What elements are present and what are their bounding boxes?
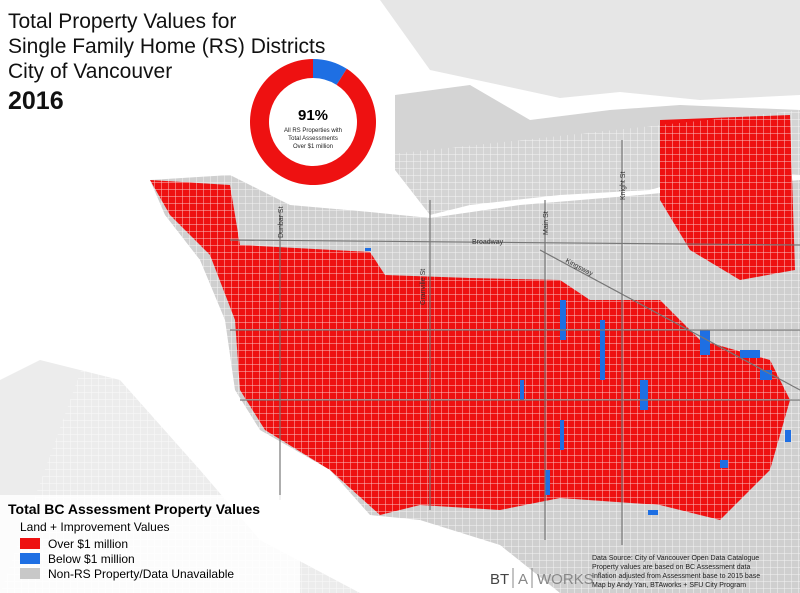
rs-below-area bbox=[700, 330, 710, 355]
rs-below-area bbox=[560, 420, 564, 450]
logo-part: A bbox=[518, 571, 528, 588]
arterials bbox=[229, 140, 800, 545]
legend-label: Non-RS Property/Data Unavailable bbox=[48, 567, 234, 581]
rs-below-area bbox=[785, 430, 791, 442]
legend-swatch bbox=[20, 538, 40, 549]
source-line: Data Source: City of Vancouver Open Data… bbox=[592, 555, 759, 562]
street-grid bbox=[0, 110, 800, 593]
donut-segment bbox=[250, 59, 376, 186]
rs-below-area bbox=[740, 350, 760, 358]
source-line: Map by Andy Yan, BTAworks + SFU City Pro… bbox=[592, 582, 746, 589]
street-label: Main St bbox=[543, 211, 550, 235]
rs-below-area bbox=[365, 248, 371, 251]
title-line: City of Vancouver bbox=[8, 60, 172, 83]
rs-below-area bbox=[640, 380, 648, 410]
donut-note: Total Assessments bbox=[288, 136, 338, 142]
donut-center-label: 91% bbox=[298, 107, 328, 124]
source-line: Property values are based on BC Assessme… bbox=[592, 564, 750, 571]
rs-below-area bbox=[600, 320, 605, 380]
title-line: Single Family Home (RS) Districts bbox=[8, 35, 325, 58]
street-label: Dunbar St bbox=[278, 206, 285, 238]
title-line: Total Property Values for bbox=[8, 10, 236, 33]
legend-title: Total BC Assessment Property Values bbox=[8, 501, 260, 517]
logo-part: WORKS bbox=[537, 571, 594, 588]
donut-note: All RS Properties with bbox=[284, 128, 342, 134]
rs-below-area bbox=[648, 510, 658, 515]
legend-swatch bbox=[20, 553, 40, 564]
street-label: Knight St bbox=[620, 172, 627, 200]
rs-below-area bbox=[520, 380, 524, 400]
rs-below-area bbox=[760, 370, 772, 380]
legend-label: Below $1 million bbox=[48, 552, 135, 566]
north-shore bbox=[380, 0, 800, 100]
donut-note: Over $1 million bbox=[293, 144, 333, 150]
source-line: Inflation adjusted from Assessment base … bbox=[592, 573, 760, 580]
rs-below-area bbox=[560, 300, 566, 340]
street-label: Broadway bbox=[472, 239, 504, 246]
legend-swatch bbox=[20, 568, 40, 579]
year: 2016 bbox=[8, 87, 64, 115]
rs-below-areas bbox=[365, 248, 791, 515]
legend-background bbox=[0, 495, 300, 593]
logo-part: BT bbox=[490, 571, 509, 588]
rs-below-area bbox=[720, 460, 728, 468]
legend-subtitle: Land + Improvement Values bbox=[20, 520, 170, 534]
donut bbox=[250, 59, 376, 186]
rs-below-area bbox=[545, 470, 550, 495]
donut-segment bbox=[313, 59, 347, 85]
legend-label: Over $1 million bbox=[48, 537, 128, 551]
street-label: Granville St bbox=[420, 269, 427, 305]
